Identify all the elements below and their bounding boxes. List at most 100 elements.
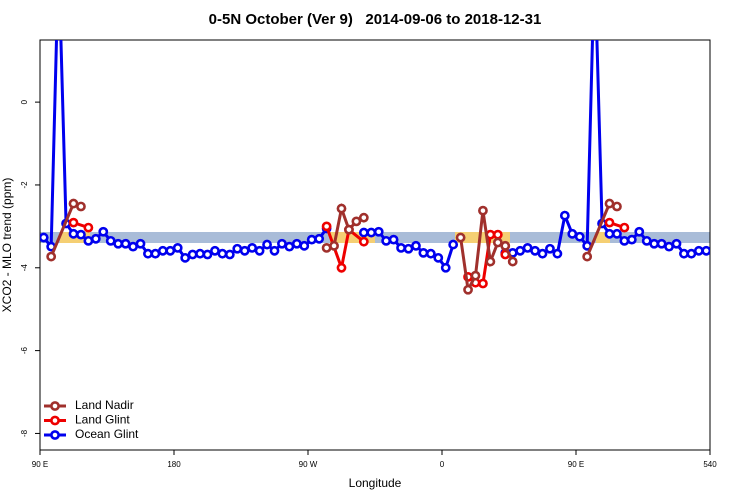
x-tick-label: 0 xyxy=(440,460,445,469)
data-point xyxy=(120,238,131,249)
data-point xyxy=(619,222,630,233)
data-point xyxy=(336,203,347,214)
data-point xyxy=(366,227,377,238)
data-point xyxy=(455,232,466,243)
data-point xyxy=(210,245,220,256)
data-point xyxy=(358,212,369,223)
data-point xyxy=(649,238,660,249)
data-point xyxy=(433,252,444,263)
data-point xyxy=(277,238,287,249)
plot-area xyxy=(40,40,710,295)
data-point xyxy=(321,242,332,253)
data-point xyxy=(68,228,79,239)
data-point xyxy=(381,235,392,246)
data-point xyxy=(172,242,183,253)
data-point xyxy=(157,245,168,256)
data-point xyxy=(396,242,406,253)
data-point xyxy=(604,198,615,209)
y-tick-label: -4 xyxy=(20,264,29,272)
data-point xyxy=(68,198,79,209)
data-point xyxy=(358,227,369,238)
data-point xyxy=(113,238,124,249)
data-point xyxy=(411,240,421,251)
data-point xyxy=(604,217,615,228)
plot-frame xyxy=(39,39,711,451)
data-point xyxy=(492,237,503,248)
data-point xyxy=(522,242,533,253)
x-tick-label: 90 E xyxy=(568,460,584,469)
data-point xyxy=(68,217,79,228)
x-tick-label: 540 xyxy=(703,460,717,469)
data-point xyxy=(187,249,198,260)
data-point xyxy=(418,247,429,258)
y-tick-label: -6 xyxy=(20,347,29,355)
data-point xyxy=(664,241,674,252)
data-point xyxy=(344,224,354,235)
data-point xyxy=(641,235,652,246)
data-point xyxy=(40,232,49,243)
data-point xyxy=(500,240,511,251)
data-point xyxy=(619,235,630,246)
data-point xyxy=(150,248,161,259)
chart-title: 0-5N October (Ver 9) 2014-09-06 to 2018-… xyxy=(209,11,542,28)
x-axis-label: Longitude xyxy=(349,476,402,490)
data-point xyxy=(574,231,585,242)
data-point xyxy=(224,249,235,260)
data-point xyxy=(478,278,488,289)
data-point xyxy=(545,243,555,254)
y-tick-label: -8 xyxy=(20,429,29,437)
data-point xyxy=(180,252,191,263)
legend-marker xyxy=(50,401,60,411)
data-point xyxy=(135,238,146,249)
data-point xyxy=(634,226,645,237)
data-point xyxy=(83,222,94,233)
data-point xyxy=(537,248,548,259)
data-point xyxy=(559,210,570,221)
data-point xyxy=(626,234,637,245)
legend-label: Land Nadir xyxy=(75,398,134,412)
x-tick-label: 90 W xyxy=(299,460,318,469)
series-line xyxy=(42,40,328,260)
x-tick-label: 180 xyxy=(167,460,181,469)
data-point xyxy=(76,229,86,240)
data-point xyxy=(470,270,481,281)
legend-label: Land Glint xyxy=(75,413,130,427)
data-point xyxy=(440,262,451,273)
band xyxy=(455,232,510,243)
data-point xyxy=(552,248,563,259)
data-point xyxy=(314,233,325,244)
data-point xyxy=(358,236,369,247)
band xyxy=(596,232,610,243)
data-point xyxy=(388,234,399,245)
data-point xyxy=(202,249,213,260)
data-point xyxy=(90,233,101,244)
data-point xyxy=(612,228,622,239)
data-point xyxy=(612,201,622,212)
data-point xyxy=(329,240,339,251)
data-point xyxy=(262,239,272,250)
data-point xyxy=(485,256,496,267)
y-tick-label: 0 xyxy=(20,99,29,104)
data-point xyxy=(299,240,310,251)
data-point xyxy=(128,241,138,252)
band xyxy=(330,232,375,243)
data-point xyxy=(656,238,667,249)
data-point xyxy=(686,248,697,259)
legend-marker xyxy=(50,430,60,440)
data-point xyxy=(448,239,459,250)
data-point xyxy=(679,248,689,259)
data-point xyxy=(217,248,228,259)
data-point xyxy=(567,228,578,239)
y-axis-label: XCO2 - MLO trend (ppm) xyxy=(0,178,14,313)
data-point xyxy=(351,216,362,227)
data-point xyxy=(463,284,473,295)
x-tick-label: 90 E xyxy=(32,460,48,469)
y-tick-label: -2 xyxy=(20,181,29,189)
data-point xyxy=(582,251,593,262)
legend-marker xyxy=(50,415,60,426)
data-point xyxy=(492,229,503,240)
data-point xyxy=(336,262,347,273)
data-point xyxy=(321,221,332,232)
